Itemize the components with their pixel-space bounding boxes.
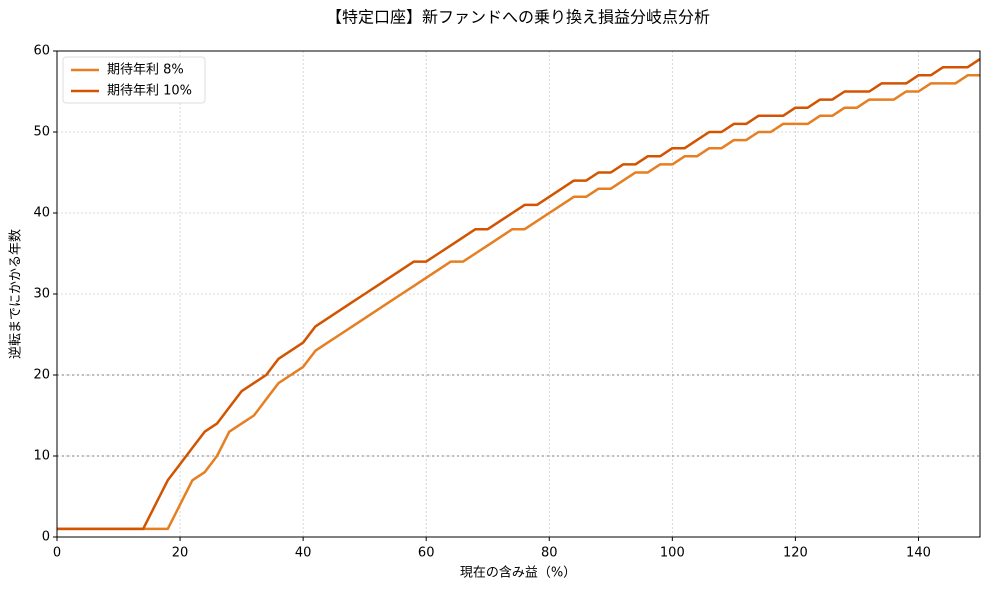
x-tick-label: 60 bbox=[418, 546, 435, 561]
plot-frame bbox=[56, 50, 981, 538]
y-axis-label: 逆転までにかかる年数 bbox=[8, 229, 24, 359]
y-tick-label: 20 bbox=[33, 368, 50, 383]
y-tick-label: 40 bbox=[33, 206, 50, 221]
y-tick-label: 10 bbox=[33, 449, 50, 464]
series-line bbox=[57, 58, 981, 531]
chart-title: 【特定口座】新ファンドへの乗り換え損益分岐点分析 bbox=[326, 8, 710, 27]
x-tick-label: 100 bbox=[660, 546, 685, 561]
x-tick-label: 140 bbox=[906, 546, 931, 561]
x-tick-label: 0 bbox=[53, 546, 61, 561]
y-tick-label: 50 bbox=[33, 125, 50, 140]
x-axis-label: 現在の含み益（%） bbox=[460, 565, 576, 581]
legend-label: 期待年利 8% bbox=[107, 63, 184, 78]
x-tick-label: 80 bbox=[541, 546, 558, 561]
y-tick-label: 60 bbox=[33, 44, 50, 59]
x-tick-label: 20 bbox=[172, 546, 189, 561]
y-tick-label: 30 bbox=[33, 287, 50, 302]
series-line bbox=[57, 74, 980, 531]
y-tick-label: 0 bbox=[42, 530, 50, 545]
legend-label: 期待年利 10% bbox=[107, 84, 192, 99]
x-tick-label: 120 bbox=[783, 546, 808, 561]
x-tick-label: 40 bbox=[295, 546, 312, 561]
